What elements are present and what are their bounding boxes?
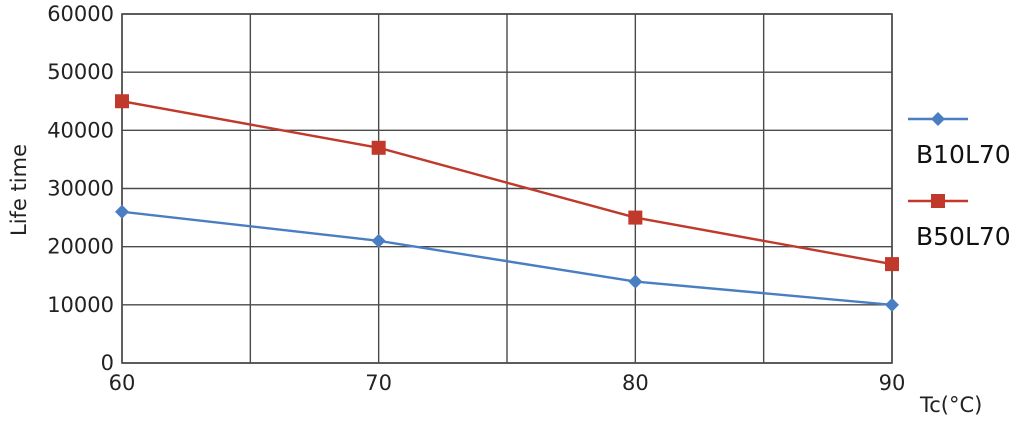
y-tick-label: 60000 <box>47 2 114 26</box>
legend-label: B50L70 <box>916 222 1011 251</box>
x-tick-label: 60 <box>109 371 136 395</box>
data-point <box>628 274 643 289</box>
y-tick-label: 0 <box>101 351 114 375</box>
y-axis-ticks: 0 10000 20000 30000 40000 50000 60000 <box>47 2 114 375</box>
series-line <box>121 210 893 307</box>
x-tick-label: 70 <box>365 371 392 395</box>
legend-marker <box>931 112 945 126</box>
series-B50L70 <box>115 94 899 272</box>
data-point <box>371 140 386 155</box>
y-tick-label: 10000 <box>47 293 114 317</box>
x-tick-label: 80 <box>622 371 649 395</box>
grid <box>121 13 893 364</box>
x-axis-label: Tc(°C) <box>919 393 982 417</box>
y-tick-label: 40000 <box>47 118 114 142</box>
legend: B10L70 B50L70 <box>908 112 1011 251</box>
series-line <box>121 100 893 266</box>
data-point <box>628 210 643 225</box>
y-axis-label: Life time <box>7 144 31 236</box>
y-tick-label: 50000 <box>47 60 114 84</box>
data-point <box>371 233 386 248</box>
legend-item: B50L70 <box>908 194 1011 251</box>
series-B10L70 <box>115 204 899 312</box>
data-point <box>885 257 899 272</box>
plot-frame <box>121 13 893 364</box>
y-tick-label: 20000 <box>47 235 114 259</box>
y-tick-label: 30000 <box>47 177 114 201</box>
x-tick-label: 90 <box>879 371 906 395</box>
x-axis-ticks: 60 70 80 90 <box>109 371 906 395</box>
data-point <box>115 204 129 219</box>
legend-label: B10L70 <box>916 140 1011 169</box>
data-point <box>115 94 129 109</box>
legend-marker <box>931 194 945 208</box>
data-point <box>885 297 899 312</box>
legend-item: B10L70 <box>908 112 1011 169</box>
series-lines <box>115 94 899 312</box>
